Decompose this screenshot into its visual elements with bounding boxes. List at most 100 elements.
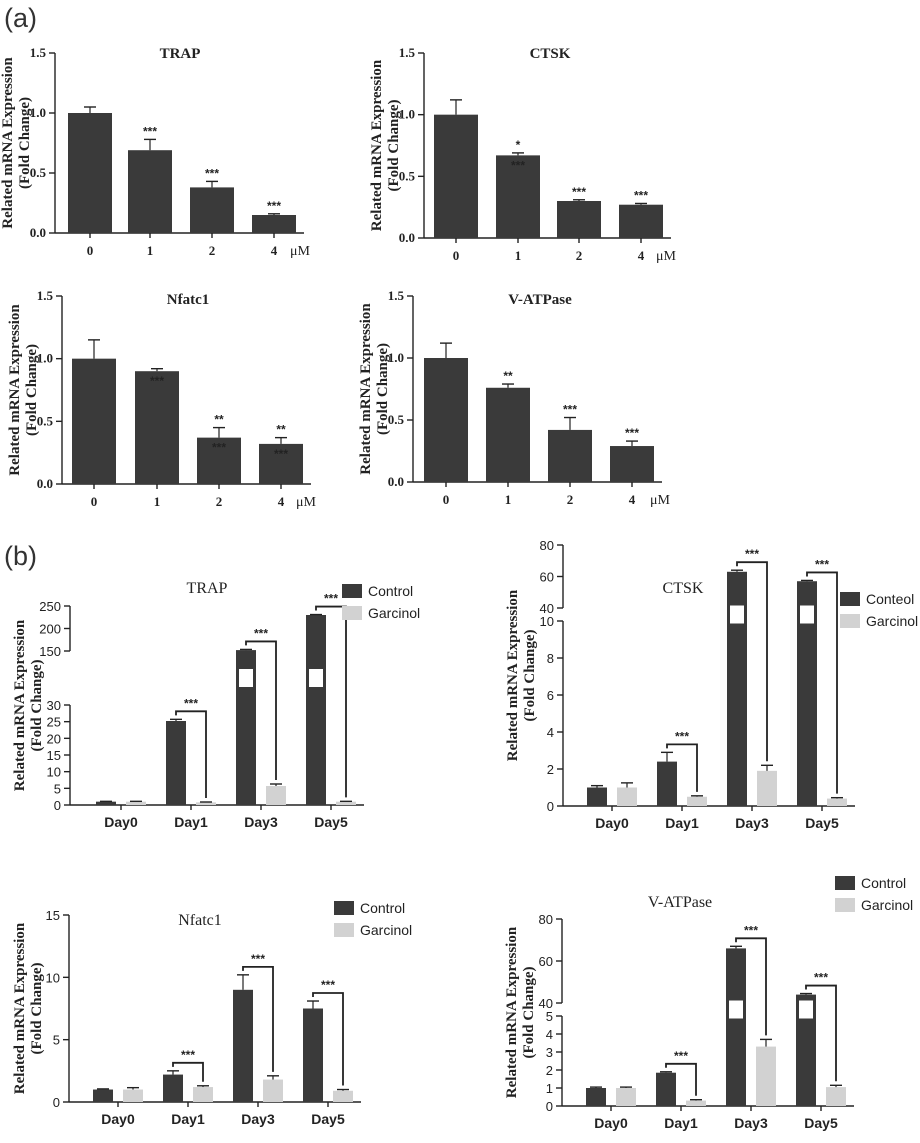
bar-control	[233, 989, 253, 1102]
y-tick-label: 0	[54, 798, 61, 813]
significance-label: ***	[815, 557, 829, 571]
legend-label: Garcinol	[368, 605, 420, 621]
axis-break-marker	[730, 605, 744, 624]
y-axis-label-line-1: Related mRNA Expression	[358, 303, 374, 475]
significance-label-inner: ***	[150, 374, 164, 388]
significance-label: ***	[267, 199, 281, 213]
y-tick-label: 10	[46, 970, 60, 985]
significance-label: ***	[184, 696, 198, 710]
y-tick-label: 5	[54, 781, 61, 796]
legend-label: Control	[360, 900, 405, 916]
y-tick-label: 5	[546, 1009, 553, 1024]
x-tick-label: 2	[567, 492, 574, 507]
y-axis-label-line-2: (Fold Change)	[29, 659, 45, 751]
bar	[135, 371, 179, 484]
bar-control	[166, 721, 186, 805]
significance-label-inner: ***	[274, 447, 288, 461]
y-tick-label: 0	[53, 1095, 60, 1110]
x-tick-label: Day0	[101, 1111, 135, 1127]
bar-control	[656, 1072, 676, 1106]
y-tick-label: 60	[539, 954, 553, 969]
significance-label: ***	[251, 952, 265, 966]
chart-title: V-ATPase	[508, 292, 572, 308]
significance-label: **	[503, 369, 513, 383]
legend-label: Garcinol	[861, 897, 913, 913]
significance-label: *	[516, 138, 521, 152]
significance-bracket	[805, 984, 837, 1082]
chart-a-4: V-ATPase Related mRNA Expression (Fold Cha…	[358, 288, 671, 508]
y-axis-label: Related mRNA Expression (Fold Change)	[7, 304, 40, 476]
bar-control	[797, 581, 817, 806]
bar	[190, 187, 234, 233]
y-axis-label-line-1: Related mRNA Expression	[369, 59, 385, 231]
legend-label: Garcinol	[866, 613, 918, 629]
significance-bracket	[175, 710, 207, 798]
bar	[619, 204, 663, 238]
y-tick-label: 0	[547, 799, 554, 814]
significance-label: ***	[254, 626, 268, 640]
significance-label: ***	[324, 592, 338, 606]
significance-bracket	[806, 571, 838, 794]
axis-break-marker	[239, 669, 253, 687]
y-tick-label: 2	[547, 762, 554, 777]
significance-bracket	[665, 1062, 697, 1096]
chart-a-3: Nfatc1 Related mRNA Expression (Fold Chang…	[7, 288, 317, 510]
significance-label: ***	[572, 185, 586, 199]
x-tick-label: 0	[443, 492, 450, 507]
x-tick-label: Day0	[595, 815, 629, 831]
y-tick-label: 4	[546, 1027, 553, 1042]
y-tick-label: 15	[47, 748, 61, 763]
x-tick-label: Day3	[241, 1111, 275, 1127]
y-tick-label: 0.5	[388, 412, 405, 427]
y-axis-label-line-1: Related mRNA Expression	[12, 619, 28, 791]
x-tick-label: Day5	[311, 1111, 345, 1127]
y-axis-label: Related mRNA Expression (Fold Change)	[358, 303, 391, 475]
y-tick-label: 10	[540, 614, 554, 629]
bar	[252, 215, 296, 233]
bar	[259, 443, 303, 484]
x-tick-label: Day3	[244, 814, 278, 830]
bar-garcinol	[336, 801, 356, 805]
bar-garcinol	[126, 801, 146, 805]
y-tick-label: 0.0	[388, 474, 404, 489]
y-tick-label: 60	[540, 570, 554, 585]
y-axis-label: Related mRNA Expression (Fold Change)	[505, 589, 538, 761]
chart-a-2: CTSK Related mRNA Expression (Fold Change)…	[369, 45, 677, 264]
axis-break-marker	[729, 1000, 743, 1019]
x-tick-label: Day0	[594, 1115, 628, 1131]
unit-label: μM	[290, 244, 311, 259]
y-tick-label: 80	[540, 538, 554, 553]
significance-label: ***	[744, 923, 758, 937]
legend-swatch	[835, 898, 855, 912]
significance-label: ***	[181, 1048, 195, 1062]
bar-garcinol	[193, 1087, 213, 1102]
y-tick-label: 0.0	[37, 476, 53, 491]
y-axis-label: Related mRNA Expression (Fold Change)	[504, 926, 537, 1098]
chart-b-1: TRAP Related mRNA Expression (Fold Change)…	[12, 580, 420, 830]
significance-label: ***	[625, 426, 639, 440]
y-tick-label: 250	[39, 599, 61, 614]
x-tick-label: Day1	[664, 1115, 698, 1131]
bar	[557, 201, 601, 238]
significance-bracket	[735, 937, 767, 1036]
y-tick-label: 0.5	[399, 168, 416, 183]
bar-garcinol	[826, 1087, 846, 1106]
x-tick-label: 1	[154, 494, 161, 509]
chart-title: TRAP	[187, 580, 228, 597]
y-tick-label: 1.5	[30, 45, 47, 60]
legend-swatch	[840, 592, 860, 606]
significance-label: ***	[745, 547, 759, 561]
y-tick-label: 40	[540, 601, 554, 616]
legend-swatch	[835, 876, 855, 890]
bar	[68, 113, 112, 233]
bar-control	[586, 1088, 606, 1106]
y-tick-label: 8	[547, 651, 554, 666]
y-axis-label-line-1: Related mRNA Expression	[504, 926, 520, 1098]
y-axis-label-line-2: (Fold Change)	[375, 343, 391, 435]
legend-swatch	[342, 584, 362, 598]
bar-garcinol	[686, 1100, 706, 1106]
significance-label: **	[214, 413, 224, 427]
y-tick-label: 2	[546, 1063, 553, 1078]
legend-swatch	[334, 923, 354, 937]
